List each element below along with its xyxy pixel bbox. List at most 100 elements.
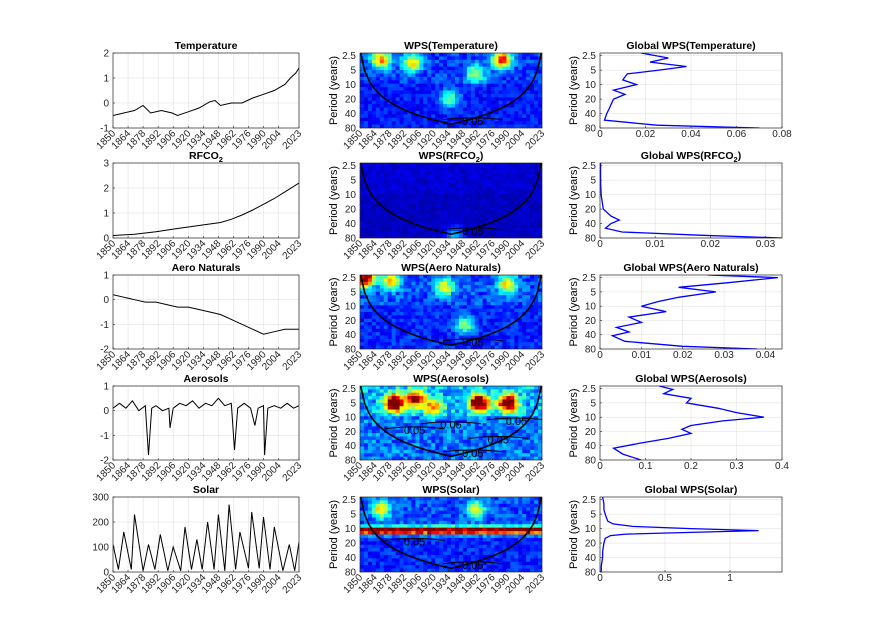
power-cell bbox=[391, 281, 397, 286]
power-cell bbox=[360, 173, 365, 178]
power-cell bbox=[538, 409, 542, 414]
power-cell bbox=[431, 121, 436, 126]
power-cell bbox=[360, 301, 365, 306]
power-cell bbox=[431, 446, 436, 451]
power-cell bbox=[458, 318, 464, 323]
power-cell bbox=[423, 70, 428, 75]
power-cell bbox=[506, 124, 511, 128]
power-cell bbox=[451, 93, 456, 98]
power-cell bbox=[462, 176, 468, 181]
power-cell bbox=[458, 500, 464, 505]
power-cell bbox=[482, 56, 488, 61]
power-cell bbox=[383, 53, 389, 58]
power-cell bbox=[387, 412, 393, 417]
power-cell bbox=[462, 335, 468, 340]
power-cell bbox=[518, 335, 523, 340]
power-cell bbox=[435, 524, 440, 529]
power-cell bbox=[498, 224, 504, 229]
power-cell bbox=[399, 124, 405, 128]
power-cell bbox=[371, 281, 377, 286]
power-cell bbox=[395, 423, 401, 427]
power-cell bbox=[451, 87, 456, 92]
power-cell bbox=[530, 121, 535, 126]
power-cell bbox=[411, 176, 416, 181]
power-cell bbox=[470, 291, 476, 296]
power-cell bbox=[423, 449, 428, 454]
power-cell bbox=[387, 301, 393, 306]
power-cell bbox=[522, 93, 527, 98]
power-cell bbox=[435, 176, 440, 181]
power-cell bbox=[458, 107, 464, 112]
power-cell bbox=[403, 227, 409, 232]
power-cell bbox=[538, 342, 542, 347]
power-cell bbox=[419, 197, 424, 202]
power-cell bbox=[423, 121, 428, 126]
power-cell bbox=[407, 169, 413, 174]
power-cell bbox=[431, 312, 436, 316]
power-cell bbox=[454, 288, 460, 293]
power-cell bbox=[510, 338, 515, 343]
power-cell bbox=[494, 423, 500, 427]
power-cell bbox=[367, 63, 373, 68]
power-cell bbox=[510, 59, 515, 64]
power-cell bbox=[363, 389, 369, 394]
power-cell bbox=[427, 305, 432, 310]
power-cell bbox=[419, 328, 424, 333]
power-cell bbox=[538, 305, 542, 310]
power-cell bbox=[439, 186, 444, 191]
power-cell bbox=[482, 200, 488, 205]
power-cell bbox=[518, 224, 523, 229]
power-cell bbox=[415, 285, 420, 290]
power-cell bbox=[466, 278, 472, 283]
power-cell bbox=[423, 200, 428, 205]
power-cell bbox=[367, 180, 373, 185]
power-cell bbox=[379, 416, 385, 421]
power-cell bbox=[443, 183, 448, 188]
power-cell bbox=[474, 386, 480, 390]
power-cell bbox=[486, 63, 492, 68]
power-cell bbox=[478, 281, 484, 286]
power-cell bbox=[407, 342, 413, 347]
power-cell bbox=[363, 386, 369, 390]
power-cell bbox=[474, 197, 480, 202]
power-cell bbox=[411, 217, 416, 222]
power-cell bbox=[454, 87, 460, 92]
power-cell bbox=[411, 507, 416, 512]
power-cell bbox=[439, 338, 444, 343]
power-cell bbox=[502, 439, 507, 444]
power-cell bbox=[494, 166, 500, 171]
power-cell bbox=[482, 342, 488, 347]
power-cell bbox=[431, 110, 436, 115]
power-cell bbox=[534, 449, 539, 454]
power-cell bbox=[498, 342, 504, 347]
power-cell bbox=[403, 190, 409, 195]
power-cell bbox=[411, 497, 416, 502]
power-cell bbox=[518, 312, 523, 316]
power-cell bbox=[363, 173, 369, 178]
power-cell bbox=[363, 117, 369, 122]
power-cell bbox=[454, 70, 460, 75]
power-cell bbox=[470, 396, 476, 401]
power-cell bbox=[518, 520, 523, 525]
power-cell bbox=[474, 517, 480, 522]
power-cell bbox=[466, 107, 472, 112]
power-cell bbox=[478, 433, 484, 438]
power-cell bbox=[415, 220, 420, 225]
power-cell bbox=[486, 318, 492, 323]
power-cell bbox=[411, 406, 416, 411]
power-cell bbox=[360, 305, 365, 310]
power-cell bbox=[474, 305, 480, 310]
power-cell bbox=[534, 399, 539, 404]
power-cell bbox=[443, 507, 448, 512]
power-cell bbox=[363, 169, 369, 174]
power-cell bbox=[530, 318, 535, 323]
power-cell bbox=[494, 186, 500, 191]
power-cell bbox=[502, 318, 507, 323]
power-cell bbox=[470, 110, 476, 115]
power-cell bbox=[360, 497, 365, 502]
power-cell bbox=[379, 308, 385, 313]
power-cell bbox=[423, 210, 428, 215]
power-cell bbox=[482, 312, 488, 316]
power-cell bbox=[391, 110, 397, 115]
power-cell bbox=[435, 285, 440, 290]
